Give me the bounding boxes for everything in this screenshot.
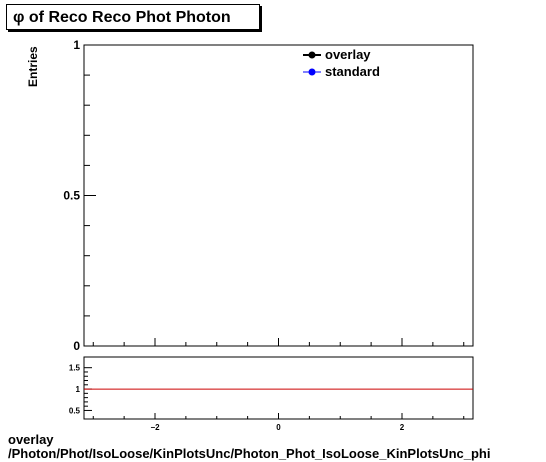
footer-line-1: overlay xyxy=(8,432,54,447)
legend-label-overlay: overlay xyxy=(325,47,371,62)
legend-entry-standard: standard xyxy=(303,64,380,79)
main-y-tick-label: 0.5 xyxy=(63,189,80,203)
ratio-plot-frame xyxy=(83,356,474,420)
ratio-x-tick-label: 2 xyxy=(400,423,405,432)
ratio-y-tick-label: 0.5 xyxy=(69,406,81,415)
y-axis-label: Entries xyxy=(26,46,40,87)
ratio-y-tick-label: 1.5 xyxy=(69,364,81,373)
ratio-x-tick-label: −2 xyxy=(150,423,160,432)
ratio-y-tick-label: 1 xyxy=(76,385,81,394)
ratio-x-tick-label: 0 xyxy=(276,423,281,432)
chart-title: φ of Reco Reco Phot Photon xyxy=(6,4,260,30)
main-y-tick-label: 1 xyxy=(73,38,80,52)
main-y-tick-label: 0 xyxy=(73,339,80,353)
ratio-plot-ticks: 0.5 1 1.5 −2 0 2 xyxy=(69,364,465,432)
legend-label-standard: standard xyxy=(325,64,380,79)
legend: overlay standard xyxy=(303,47,380,79)
main-plot-frame xyxy=(83,44,474,347)
legend-entry-overlay: overlay xyxy=(303,47,371,62)
main-plot-ticks: 00.51 xyxy=(63,38,465,353)
footer-line-2: /Photon/Phot/IsoLoose/KinPlotsUnc/Photon… xyxy=(8,446,491,461)
